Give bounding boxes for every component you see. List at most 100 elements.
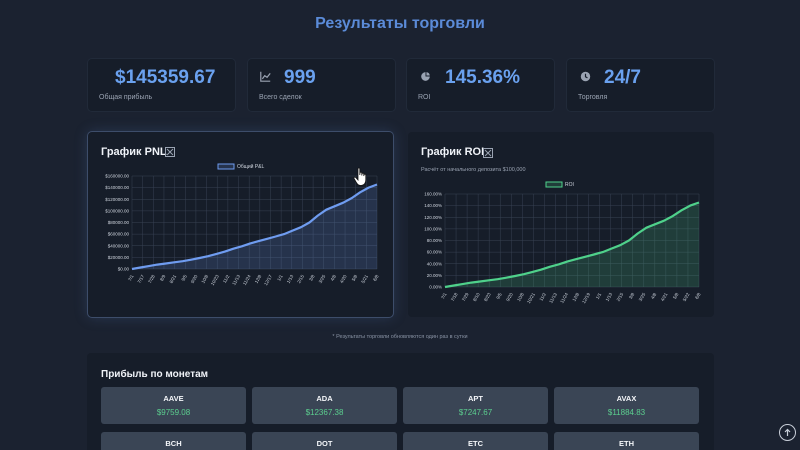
x-tick-label: 5/8: [672, 292, 680, 300]
x-tick-label: 11/2: [222, 274, 231, 284]
stat-label: Торговля: [578, 94, 608, 101]
legend-swatch: [217, 163, 235, 170]
coin-name: ETH: [619, 439, 634, 448]
hand-cursor-icon: [353, 167, 367, 186]
y-tick-label: 100.00%: [424, 226, 442, 231]
pnl-chart-card[interactable]: График PNL $0.00 $20000.00 $40000.00 $60000…: [88, 132, 393, 317]
y-tick-label: 80.00%: [427, 238, 442, 243]
coin-card-etc[interactable]: ETC: [403, 432, 548, 450]
coin-card-aave[interactable]: AAVE $9759.08: [101, 387, 246, 424]
expand-icon[interactable]: [165, 147, 175, 157]
pie-chart-icon: [421, 71, 431, 81]
x-tick-label: 7/28: [147, 274, 156, 285]
series-line: [131, 183, 378, 271]
y-tick-label: 40.00%: [427, 261, 442, 266]
y-tick-label: 160.00%: [424, 192, 442, 197]
x-tick-label: 7/18: [450, 292, 459, 303]
coin-name: APT: [468, 394, 483, 403]
x-tick-label: 6/8: [372, 274, 380, 282]
stat-value: $145359.67: [115, 67, 216, 88]
x-tick-label: 8/23: [483, 292, 492, 303]
y-tick-label: $140000.00: [105, 185, 129, 190]
legend: Общий P&L: [217, 163, 265, 170]
y-tick-label: $0.00: [118, 267, 130, 272]
x-tick-label: 5/8: [351, 274, 359, 282]
coin-card-dot[interactable]: DOT: [252, 432, 397, 450]
x-tick-label: 11/24: [242, 274, 252, 286]
coin-card-ada[interactable]: ADA $12367.38: [252, 387, 397, 424]
y-tick-label: $40000.00: [108, 243, 130, 248]
x-tick-label: 8/21: [168, 274, 177, 285]
x-tick-label: 12/19: [581, 292, 591, 305]
y-tick-label: 20.00%: [427, 273, 442, 278]
x-tick-label: 5/22: [682, 292, 691, 303]
series-area: [445, 202, 699, 287]
x-tick-label: 10/23: [210, 274, 220, 287]
x-tick-label: 9/20: [505, 292, 514, 303]
stat-label: Всего сделок: [259, 94, 302, 101]
x-tick-label: 11/24: [559, 292, 569, 304]
stat-card-total-profit: $145359.67 Общая прибыль: [88, 59, 235, 111]
scroll-to-top-button[interactable]: [779, 424, 796, 441]
x-tick-label: 11/2: [538, 292, 547, 302]
y-tick-label: 140.00%: [424, 203, 442, 208]
roi-chart-title: График ROI: [421, 146, 485, 158]
x-tick-label: 3/8: [308, 274, 316, 282]
coin-card-eth[interactable]: ETH: [554, 432, 699, 450]
x-tick-label: 1/1: [276, 274, 284, 282]
x-tick-label: 7/1: [127, 274, 135, 282]
x-tick-label: 9/5: [495, 292, 503, 300]
arrow-up-icon: [784, 428, 791, 436]
x-tick-label: 1/13: [605, 292, 614, 303]
x-tick-label: 4/20: [339, 274, 348, 285]
x-tick-label: 7/1: [440, 292, 448, 300]
coin-card-bch[interactable]: BCH: [101, 432, 246, 450]
x-tick-label: 1/13: [286, 274, 295, 285]
coin-name: AVAX: [616, 394, 637, 403]
stat-card-trading-hours: 24/7 Торговля: [567, 59, 714, 111]
stat-card-total-trades: 999 Всего сделок: [248, 59, 395, 111]
x-tick-label: 3/25: [318, 274, 327, 285]
roi-chart: 0.00% 20.00% 40.00% 60.00% 80.00% 100.00% 120.…: [424, 181, 702, 305]
x-tick-label: 3/8: [628, 292, 636, 300]
page-title: Результаты торговли: [315, 15, 485, 32]
coin-profit: $9759.08: [156, 408, 191, 417]
x-tick-label: 10/21: [526, 292, 536, 305]
y-tick-label: $80000.00: [108, 220, 130, 225]
x-tick-label: 7/29: [461, 292, 470, 303]
x-tick-label: 1/1: [595, 292, 603, 300]
y-tick-label: $100000.00: [105, 208, 129, 213]
coin-name: DOT: [316, 439, 333, 448]
footnote: * Результаты торговли обновляются один р…: [332, 334, 468, 340]
x-tick-label: 10/8: [516, 292, 525, 303]
y-tick-label: $20000.00: [108, 255, 130, 260]
x-tick-label: 8/9: [159, 274, 167, 282]
coins-panel: Прибыль по монетам AAVE $9759.08 ADA $12…: [87, 353, 714, 450]
roi-chart-card[interactable]: График ROI Расчёт от начального депозита…: [408, 132, 714, 317]
coin-card-avax[interactable]: AVAX $11884.83: [554, 387, 699, 424]
coin-profit: $7247.67: [458, 408, 493, 417]
x-tick-label: 4/8: [650, 292, 658, 300]
y-tick-label: $160000.00: [105, 174, 129, 179]
x-tick-label: 11/13: [231, 274, 241, 286]
expand-icon[interactable]: [483, 148, 493, 158]
x-tick-label: 9/20: [190, 274, 199, 285]
legend-label: ROI: [565, 182, 574, 188]
x-tick-label: 4/8: [330, 274, 338, 282]
x-tick-label: 2/15: [616, 292, 625, 303]
legend: ROI: [545, 181, 574, 188]
x-tick-label: 7/17: [137, 274, 146, 285]
legend-label: Общий P&L: [237, 163, 265, 170]
stat-label: ROI: [418, 94, 431, 101]
legend-swatch: [545, 181, 563, 188]
x-tick-label: 10/8: [200, 274, 209, 285]
coin-name: ETC: [468, 439, 483, 448]
x-tick-label: 12/8: [571, 292, 580, 303]
coin-name: ADA: [316, 394, 333, 403]
series-area: [132, 184, 377, 269]
x-tick-label: 5/21: [360, 274, 369, 285]
coin-card-apt[interactable]: APT $7247.67: [403, 387, 548, 424]
y-tick-label: 120.00%: [424, 215, 442, 220]
coin-profit: $12367.38: [305, 408, 344, 417]
stat-value: 24/7: [604, 67, 641, 88]
